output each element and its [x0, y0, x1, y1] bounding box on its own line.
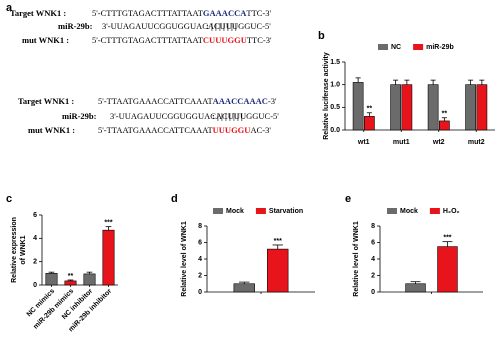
y-axis-label: of WNK1	[20, 235, 27, 264]
significance: **	[442, 111, 448, 118]
legend-label: Mock	[226, 208, 244, 215]
y-tick-label: 8	[198, 223, 202, 230]
y-tick-label: 1.5	[330, 59, 340, 66]
y-tick-label: 6	[33, 212, 37, 219]
sequence-name: mut WNK1 :	[22, 35, 69, 45]
sequence-name: miR-29b:	[62, 111, 97, 121]
sequence-name: mut WNK1 :	[28, 125, 75, 135]
panel-label: b	[318, 30, 325, 42]
bar	[233, 283, 255, 293]
bar	[465, 84, 476, 131]
sequence-name: miR-29b:	[58, 21, 93, 31]
sequence: 3'-UUAGAUUCGGUGGUACACUUUGGUC-5'	[110, 111, 279, 121]
bar	[476, 84, 488, 131]
sequence: 5'-CTTTGTAGACTTTATTAATGAAACCATTC-3'	[92, 8, 272, 18]
y-axis-label: Relative luciferase activity	[323, 52, 330, 140]
bar	[405, 283, 426, 293]
match-lines: : | | | | | | |	[212, 111, 243, 121]
x-tick-label: wt1	[357, 139, 370, 146]
sequence-part: CUUUGGU	[203, 35, 247, 45]
x-tick-label: mut2	[468, 139, 485, 146]
y-tick-label: 0.5	[330, 104, 340, 111]
y-tick-label: 6	[371, 239, 375, 246]
y-tick-label: 2	[198, 272, 202, 279]
legend-swatch	[255, 208, 266, 214]
bar	[364, 116, 375, 131]
panel-label: d	[171, 193, 178, 205]
y-tick-label: 0	[371, 289, 375, 296]
y-tick-label: 4	[33, 235, 37, 242]
y-tick-label: 2	[33, 259, 37, 266]
bar	[45, 273, 58, 286]
significance: ***	[104, 220, 112, 227]
legend-label: H₂O₂	[443, 208, 460, 215]
bar	[401, 84, 413, 131]
y-tick-label: 0.0	[330, 127, 340, 134]
y-tick-label: 4	[371, 256, 375, 263]
bar	[102, 229, 115, 286]
y-tick-label: 4	[198, 256, 202, 263]
sequence: 5'-CTTTGTAGACTTTATTAATCUUUGGUTTC-3'	[92, 35, 272, 45]
y-tick-label: 0	[198, 289, 202, 296]
y-tick-label: 8	[371, 223, 375, 230]
legend-swatch	[378, 44, 388, 50]
sequence-part: TTC-3'	[247, 35, 272, 45]
bar	[439, 120, 450, 131]
bar	[267, 248, 289, 293]
sequence-part: 5'-CTTTGTAGACTTTATTAAT	[92, 8, 204, 18]
legend-swatch	[387, 208, 397, 214]
bar	[390, 84, 401, 131]
sequence-part: 5'-TTAATGAAACCATTCAAAT	[98, 125, 213, 135]
bar	[437, 246, 458, 293]
y-axis-label: Relative level of WNK1	[353, 221, 360, 297]
legend-label: miR-29b	[426, 44, 454, 51]
sequence-part: 5'-CTTTGTAGACTTTATTAAT	[92, 35, 204, 45]
y-tick-label: 2	[371, 272, 375, 279]
panel-label: e	[345, 193, 351, 205]
sequence: 5'-TTAATGAAACCATTCAAATUUUGGUAC-3'	[98, 125, 271, 135]
significance: ***	[443, 235, 451, 242]
match-lines: : | | | | | | |	[206, 21, 237, 31]
y-tick-label: 0	[33, 282, 37, 289]
significance: ***	[274, 238, 282, 245]
y-axis-label: Relative level of WNK1	[181, 221, 188, 297]
sequence-part: AC-3'	[250, 125, 271, 135]
panel-label: c	[6, 193, 12, 205]
y-axis-label: Relative expression	[11, 217, 18, 283]
legend-label: Starvation	[269, 208, 303, 215]
sequence-part: 5'-TTAATGAAACCATTCAAAT	[98, 96, 213, 106]
legend-swatch	[429, 208, 440, 214]
legend-label: NC	[391, 44, 401, 51]
significance: **	[68, 273, 74, 280]
legend-swatch	[413, 44, 424, 50]
sequence-part: TTC-3'	[246, 8, 271, 18]
sequence-part: GAAACCA	[203, 8, 247, 18]
sequence-name: Target WNK1 :	[10, 8, 66, 18]
bar	[83, 273, 96, 286]
bar	[427, 84, 439, 131]
legend-label: Mock	[400, 208, 418, 215]
sequence-part: AAACCAAAC	[213, 96, 268, 106]
sequence: 5'-TTAATGAAACCATTCAAATAAACCAAAC-3'	[98, 96, 277, 106]
sequence-part: UUUGGU	[213, 125, 251, 135]
x-tick-label: mut1	[393, 139, 410, 146]
bar	[64, 280, 77, 286]
significance: **	[367, 106, 373, 113]
x-tick-label: wt2	[432, 139, 445, 146]
sequence: 3'-UUAGAUUCGGUGGUACACUUUGGUC-5'	[102, 21, 271, 31]
sequence-part: -3'	[268, 96, 277, 106]
y-tick-label: 6	[198, 239, 202, 246]
bar	[352, 82, 364, 131]
y-tick-label: 1.0	[330, 82, 340, 89]
sequence-name: Target WNK1 :	[18, 96, 74, 106]
panel-label: a	[6, 2, 13, 14]
legend-swatch	[213, 208, 223, 214]
